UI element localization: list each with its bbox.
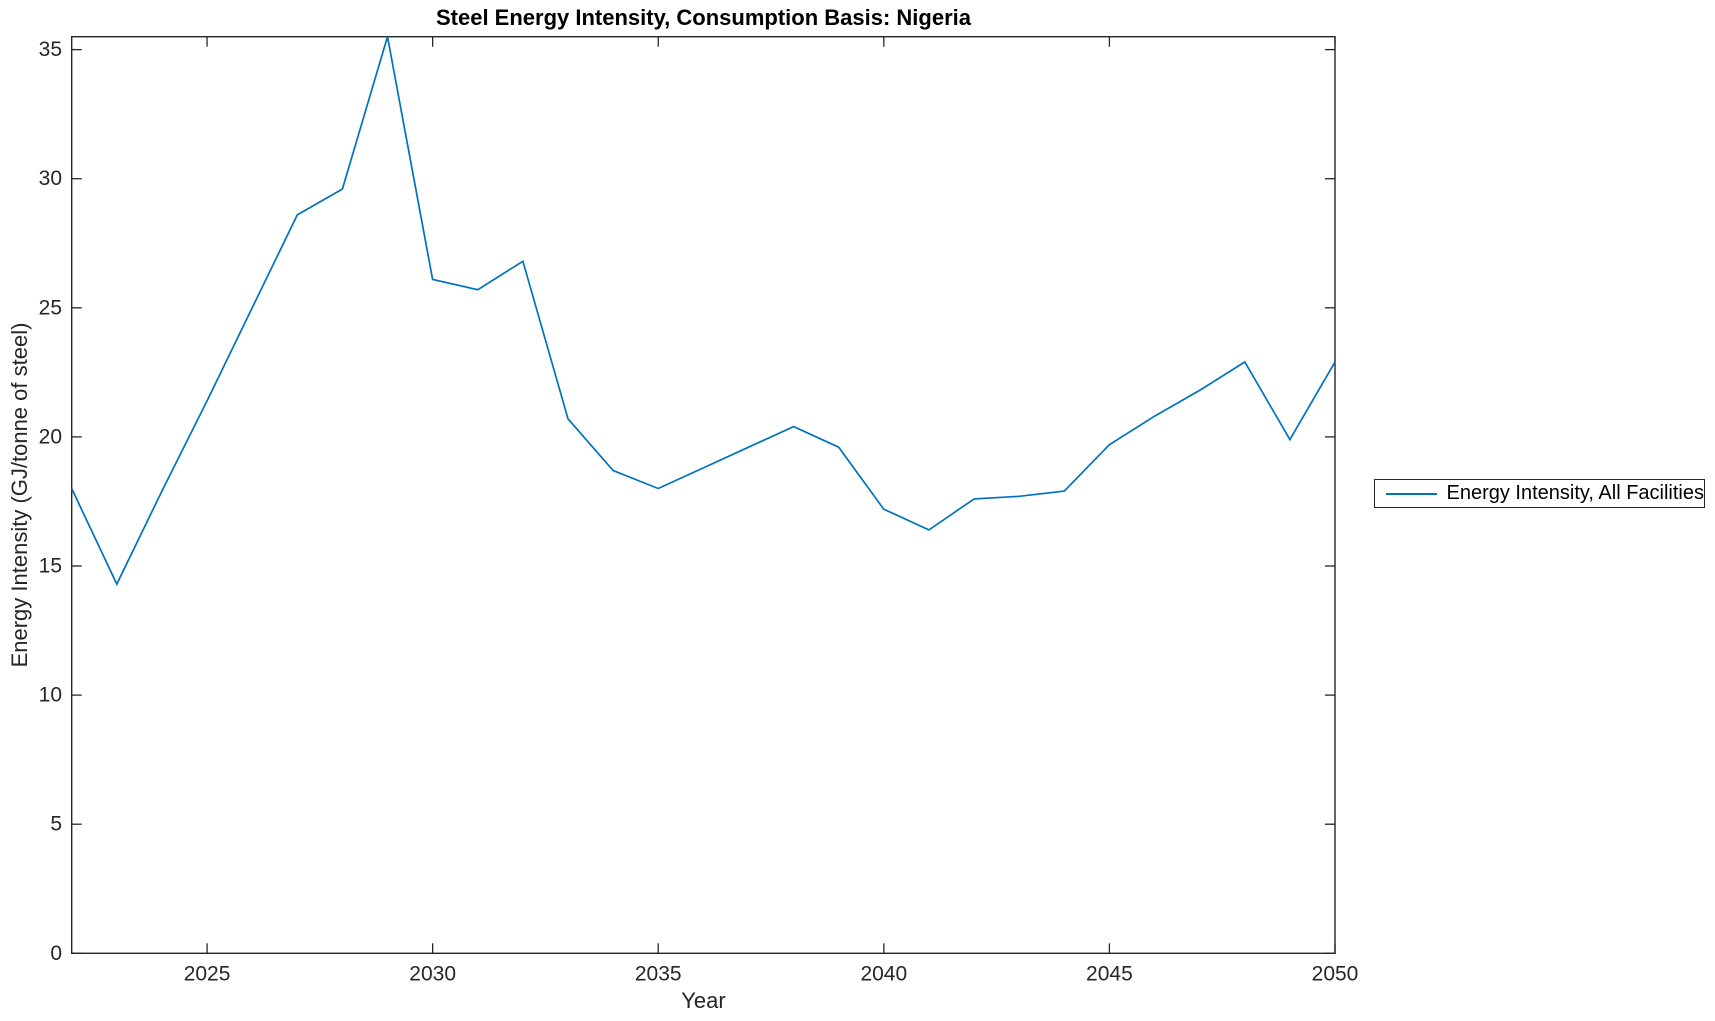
x-tick-label: 2025	[184, 963, 231, 986]
axes-box	[70, 36, 1336, 954]
x-tick-label: 2040	[860, 963, 907, 986]
x-tick-label: 2030	[409, 963, 456, 986]
y-tick-label: 10	[39, 684, 62, 707]
x-tick-label: 2045	[1086, 963, 1133, 986]
y-tick-label: 5	[50, 813, 62, 836]
y-tick-label: 30	[39, 167, 62, 190]
y-tick-label: 15	[39, 555, 62, 578]
x-tick-label: 2050	[1312, 963, 1359, 986]
y-tick-label: 25	[39, 296, 62, 319]
y-tick-label: 20	[39, 425, 62, 448]
legend: Energy Intensity, All Facilities	[1374, 479, 1705, 508]
y-tick-label: 0	[50, 942, 62, 965]
x-tick-label: 2035	[635, 963, 682, 986]
legend-line-sample	[1386, 492, 1438, 495]
chart-title: Steel Energy Intensity, Consumption Basi…	[435, 5, 972, 30]
legend-entry-label: Energy Intensity, All Facilities	[1446, 482, 1704, 504]
energy-intensity-line	[70, 36, 1336, 587]
y-tick-label: 35	[39, 38, 62, 61]
x-axis-label: Year	[681, 988, 726, 1013]
